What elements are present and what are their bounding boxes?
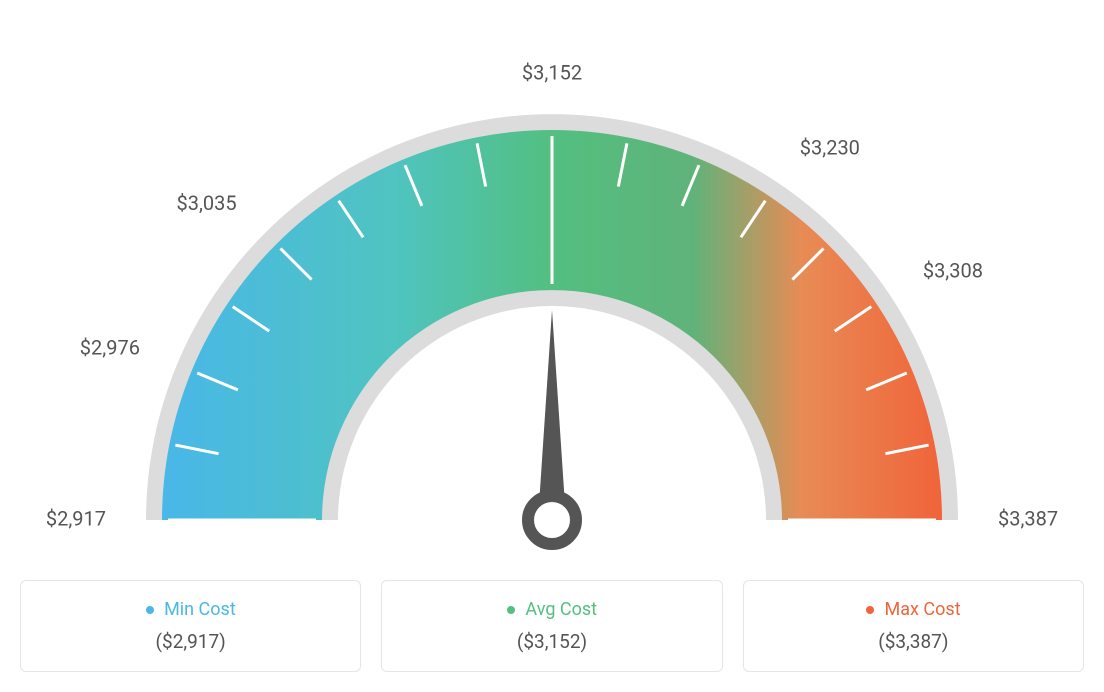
legend-avg-label-text: Avg Cost — [525, 599, 597, 620]
legend-min-label-text: Min Cost — [164, 599, 236, 620]
gauge-label: $3,035 — [176, 191, 236, 215]
legend-avg-label: Avg Cost — [402, 599, 701, 620]
legend-min-label: Min Cost — [41, 599, 340, 620]
legend-card-min: Min Cost ($2,917) — [20, 580, 361, 672]
legend-max-value: ($3,387) — [764, 630, 1063, 653]
gauge-hub — [528, 496, 576, 544]
gauge-label: $2,917 — [46, 506, 106, 530]
legend-min-value: ($2,917) — [41, 630, 340, 653]
legend-max-label-text: Max Cost — [885, 599, 961, 620]
gauge-label: $3,152 — [522, 60, 582, 84]
gauge-label: $3,387 — [998, 506, 1058, 530]
chart-container: $2,917 $2,976 $3,035 $3,152 $3,230 $3,308 $3,3… — [20, 20, 1084, 672]
gauge-needle — [538, 310, 566, 520]
legend-card-max: Max Cost ($3,387) — [743, 580, 1084, 672]
legend-avg-value: ($3,152) — [402, 630, 701, 653]
legend-avg-dot — [507, 606, 515, 614]
gauge-chart: $2,917 $2,976 $3,035 $3,152 $3,230 $3,308 $3,3… — [20, 20, 1084, 560]
legend-row: Min Cost ($2,917) Avg Cost ($3,152) Max … — [20, 580, 1084, 672]
gauge-label: $3,308 — [923, 258, 983, 282]
gauge-label: $3,230 — [800, 135, 860, 159]
gauge-label: $2,976 — [80, 336, 140, 360]
legend-min-dot — [146, 606, 154, 614]
legend-max-label: Max Cost — [764, 599, 1063, 620]
legend-max-dot — [866, 606, 874, 614]
legend-card-avg: Avg Cost ($3,152) — [381, 580, 722, 672]
